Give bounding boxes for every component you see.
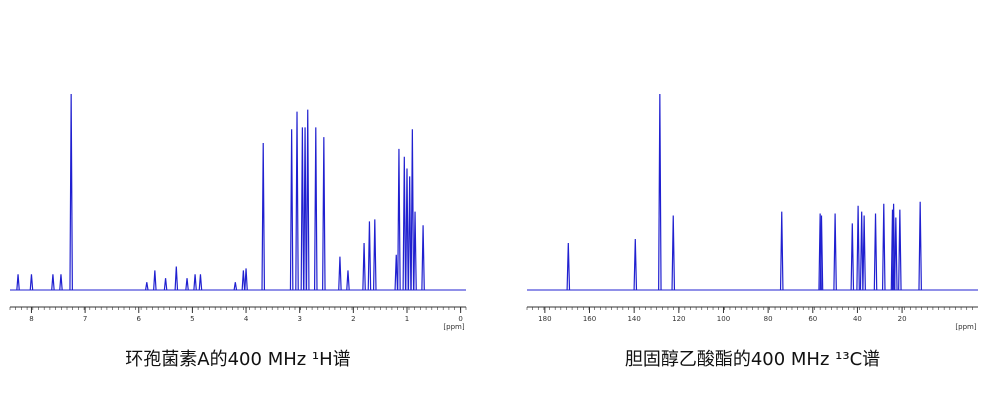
peak <box>566 242 571 291</box>
peak <box>185 278 189 291</box>
peak <box>405 168 409 291</box>
peak <box>779 211 784 291</box>
peak <box>873 213 878 291</box>
peak <box>289 129 294 291</box>
x-tick-label: 20 <box>898 315 907 323</box>
x-tick-label: 4 <box>244 315 249 323</box>
peak <box>413 211 417 291</box>
x-tick-label: 6 <box>137 315 142 323</box>
peak <box>658 93 662 291</box>
peak <box>59 274 63 291</box>
peak <box>402 156 407 291</box>
peak <box>397 148 401 291</box>
peak <box>394 254 399 291</box>
peak <box>367 221 372 291</box>
peak <box>51 274 55 291</box>
x-tick-label: 2 <box>351 315 355 323</box>
x-axis-label: [ppm] <box>443 323 464 331</box>
peak <box>859 211 864 291</box>
x-tick-label: 40 <box>853 315 862 323</box>
caption: 环孢菌素A的400 MHz ¹H谱 <box>125 349 350 370</box>
peak <box>69 93 73 291</box>
x-tick-label: 1 <box>405 315 409 323</box>
peak <box>163 278 168 291</box>
peak <box>633 239 638 291</box>
x-tick-label: 7 <box>83 315 87 323</box>
peak <box>295 111 299 291</box>
peak <box>145 282 149 291</box>
peak <box>241 270 246 291</box>
peak <box>856 205 860 291</box>
peak <box>918 201 922 291</box>
x-axis-label: [ppm] <box>955 323 976 331</box>
caption: 胆固醇乙酸酯的400 MHz ¹³C谱 <box>625 349 880 370</box>
peak <box>153 270 157 291</box>
x-tick-label: 5 <box>190 315 194 323</box>
peak <box>244 268 248 291</box>
peak <box>16 274 20 291</box>
peak <box>898 209 902 291</box>
peak <box>233 282 238 291</box>
peak <box>891 203 896 291</box>
peak <box>346 270 350 291</box>
x-tick-label: 180 <box>538 315 551 323</box>
peak <box>198 274 203 291</box>
x-tick-label: 160 <box>583 315 596 323</box>
x-tick-label: 120 <box>672 315 685 323</box>
peak <box>305 109 310 291</box>
peak <box>338 256 342 291</box>
peak <box>671 215 676 291</box>
peak <box>373 219 377 291</box>
peak <box>303 127 307 291</box>
x-tick-label: 60 <box>808 315 817 323</box>
peak <box>300 127 305 291</box>
peak <box>193 274 197 291</box>
x-tick-label: 3 <box>297 315 301 323</box>
peak <box>29 274 34 291</box>
peak <box>819 215 824 291</box>
peak <box>894 217 898 291</box>
x-tick-label: 100 <box>717 315 730 323</box>
peak <box>313 127 318 291</box>
peak <box>362 242 366 291</box>
peak <box>862 215 866 291</box>
peak <box>833 213 837 291</box>
x-tick-label: 80 <box>764 315 773 323</box>
peak <box>407 176 412 291</box>
peak <box>850 223 855 291</box>
peak <box>261 142 266 291</box>
peak <box>410 129 415 291</box>
peak <box>322 137 326 291</box>
x-tick-label: 140 <box>627 315 640 323</box>
x-tick-label: 0 <box>458 315 462 323</box>
peak <box>174 266 179 291</box>
x-tick-label: 8 <box>29 315 33 323</box>
peak <box>881 203 886 291</box>
peak <box>421 225 425 291</box>
